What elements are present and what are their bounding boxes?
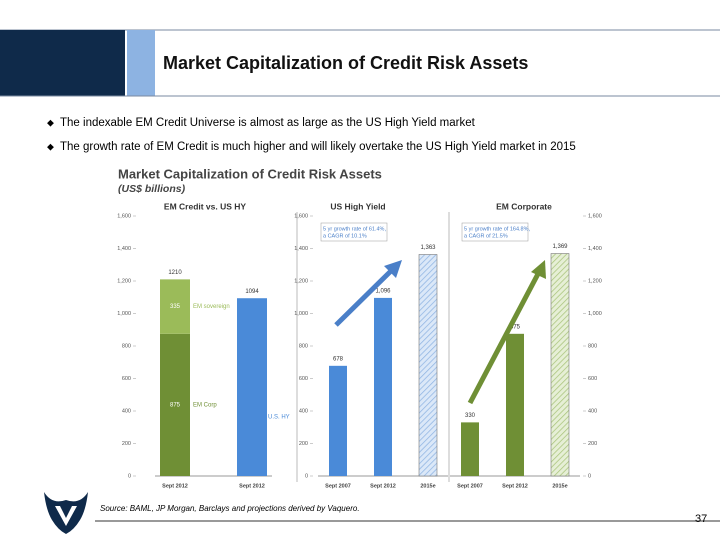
charts: EM Credit vs. US HY 0 200 400 600 800 1,000 1,2… (117, 201, 602, 489)
value-label: 1,363 (420, 245, 436, 251)
x-tick-label: Sept 2012 (162, 483, 188, 489)
annotation: a CAGR of 10.1% (323, 233, 367, 239)
value-label: 1,096 (375, 288, 391, 294)
annotation: 5 yr growth rate of 164.8%, (464, 226, 531, 232)
header-block (0, 30, 125, 96)
logo (44, 492, 88, 534)
value-label: 875 (510, 324, 521, 330)
bar-segment (160, 333, 190, 476)
y-tick-label: 0 (588, 473, 591, 479)
bar (506, 333, 524, 476)
figure-title: Market Capitalization of Credit Risk Ass… (118, 166, 382, 181)
bar-segment (160, 279, 190, 334)
x-tick-label: 2015e (420, 483, 435, 489)
total-label: 1210 (168, 270, 182, 276)
bar (329, 365, 347, 476)
y-tick-label: 800 (122, 343, 131, 349)
x-tick-label: 2015e (552, 483, 567, 489)
annotation: a CAGR of 21.5% (464, 233, 508, 239)
x-tick-label: Sept 2007 (325, 483, 351, 489)
header-stripe (127, 30, 155, 96)
panel-title: EM Credit vs. US HY (164, 201, 247, 211)
y-tick-label: 800 (588, 343, 597, 349)
y-tick-label: 200 (122, 441, 131, 447)
arrow (334, 260, 402, 327)
value-label: 678 (333, 356, 344, 362)
x-tick-label: Sept 2012 (370, 483, 396, 489)
y-tick-label: 600 (588, 376, 597, 382)
annotation-box (461, 222, 529, 242)
value-label: 875 (170, 402, 181, 408)
y-tick-label: 1,000 (294, 311, 308, 317)
annotation: 5 yr growth rate of 61.4%, (323, 226, 386, 232)
y-tick-label: 1,600 (588, 213, 602, 219)
page-number: 37 (695, 513, 707, 525)
y-tick-label: 600 (299, 376, 308, 382)
y-tick-label: 1,200 (294, 278, 308, 284)
bar (550, 253, 570, 477)
slide-title: Market Capitalization of Credit Risk Ass… (163, 53, 528, 73)
bullet: The indexable EM Credit Universe is almo… (60, 117, 476, 129)
annotation-box (320, 222, 388, 242)
source-note: Source: BAML, JP Morgan, Barclays and pr… (100, 504, 360, 513)
value-label: 330 (465, 413, 476, 419)
bullet-icon: ◆ (47, 141, 54, 151)
y-tick-label: 600 (122, 376, 131, 382)
figure-subtitle: (US$ billions) (118, 183, 186, 195)
y-tick-label: 0 (128, 473, 131, 479)
bar-segment (237, 298, 267, 476)
value-label: 335 (170, 304, 181, 310)
y-tick-label: 1,000 (588, 311, 602, 317)
y-tick-label: 400 (588, 408, 597, 414)
bar (418, 254, 438, 477)
series-label: U.S. HY (268, 415, 290, 421)
y-tick-label: 1,200 (588, 278, 602, 284)
value-label: 1,369 (552, 244, 568, 250)
series-label: EM sovereign (193, 304, 230, 310)
arrow (467, 260, 546, 405)
panel-title: EM Corporate (496, 201, 552, 211)
y-tick-label: 1,000 (117, 311, 131, 317)
bar (461, 422, 479, 476)
y-tick-label: 1,200 (117, 278, 131, 284)
y-tick-label: 0 (305, 473, 308, 479)
x-tick-label: Sept 2012 (239, 483, 265, 489)
bullet: The growth rate of EM Credit is much hig… (60, 141, 576, 153)
y-tick-label: 400 (122, 408, 131, 414)
bar (374, 297, 392, 476)
y-tick-label: 1,600 (294, 213, 308, 219)
x-tick-label: Sept 2007 (457, 483, 483, 489)
bullet-icon: ◆ (47, 117, 54, 127)
y-tick-label: 1,400 (294, 246, 308, 252)
y-tick-label: 200 (588, 441, 597, 447)
y-tick-label: 1,400 (117, 246, 131, 252)
y-tick-label: 800 (299, 343, 308, 349)
panel-title: US High Yield (330, 201, 385, 211)
y-tick-label: 200 (299, 441, 308, 447)
series-label: EM Corp (193, 402, 217, 408)
y-tick-label: 1,400 (588, 246, 602, 252)
y-tick-label: 400 (299, 408, 308, 414)
x-tick-label: Sept 2012 (502, 483, 528, 489)
y-tick-label: 1,600 (117, 213, 131, 219)
value-label: 1094 (245, 289, 259, 295)
